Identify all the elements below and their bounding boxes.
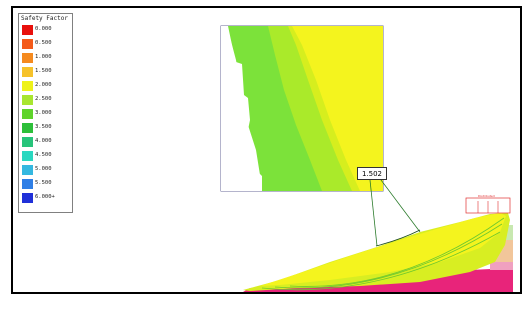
legend-swatch (22, 53, 33, 63)
legend-label: 0.500 (35, 40, 52, 46)
distributed-load-label: Distributed (478, 194, 495, 198)
legend-label: 6.000+ (35, 194, 55, 200)
legend-label: 1.000 (35, 54, 52, 60)
safety-factor-label[interactable]: 1.502 (357, 167, 387, 180)
legend-label: 4.000 (35, 138, 52, 144)
legend-label: 5.500 (35, 180, 52, 186)
slope-model[interactable] (243, 197, 513, 292)
connector-line-left (369, 179, 378, 247)
legend-item: 0.500 (22, 38, 72, 49)
legend-label: 2.500 (35, 96, 52, 102)
legend-label: 0.000 (35, 26, 52, 32)
stratum-pink-light (490, 262, 513, 270)
failure-surface-fan (261, 217, 505, 291)
legend-swatch (22, 67, 33, 77)
legend-item: 3.000 (22, 108, 72, 119)
legend-item: 4.500 (22, 150, 72, 161)
legend-label: 3.000 (35, 110, 52, 116)
legend-swatch (22, 179, 33, 189)
zoom-window[interactable] (220, 25, 384, 192)
legend-item: 0.000 (22, 24, 72, 35)
legend-item: 5.000 (22, 164, 72, 175)
legend-swatch (22, 151, 33, 161)
legend-item: 6.000+ (22, 192, 72, 203)
legend-item: 2.000 (22, 80, 72, 91)
connector-line-right (380, 179, 421, 233)
legend-swatch (22, 193, 33, 203)
legend-item: 5.500 (22, 178, 72, 189)
legend-swatch (22, 25, 33, 35)
legend-swatch (22, 109, 33, 119)
legend-swatch (22, 95, 33, 105)
critical-slip-surface (375, 229, 421, 247)
legend-item: 3.500 (22, 122, 72, 133)
legend-title: Safety Factor (21, 15, 68, 22)
legend-label: 4.500 (35, 152, 52, 158)
legend-swatch (22, 165, 33, 175)
legend-item: 1.500 (22, 66, 72, 77)
legend-item: 1.000 (22, 52, 72, 63)
slope-surface-yellow (260, 213, 506, 286)
contour-band-yellow (292, 26, 383, 191)
slope-cut-white (221, 26, 262, 191)
legend-label: 2.000 (35, 82, 52, 88)
legend-label: 5.000 (35, 166, 52, 172)
legend-label: 1.500 (35, 68, 52, 74)
legend-swatch (22, 137, 33, 147)
safety-factor-legend: Safety Factor 0.000 0.500 1.000 1.500 2.000 2… (18, 13, 73, 213)
legend-swatch (22, 81, 33, 91)
legend-swatch (22, 123, 33, 133)
legend-swatch (22, 39, 33, 49)
legend-label: 3.500 (35, 124, 52, 130)
legend-item: 4.000 (22, 136, 72, 147)
legend-item: 2.500 (22, 94, 72, 105)
